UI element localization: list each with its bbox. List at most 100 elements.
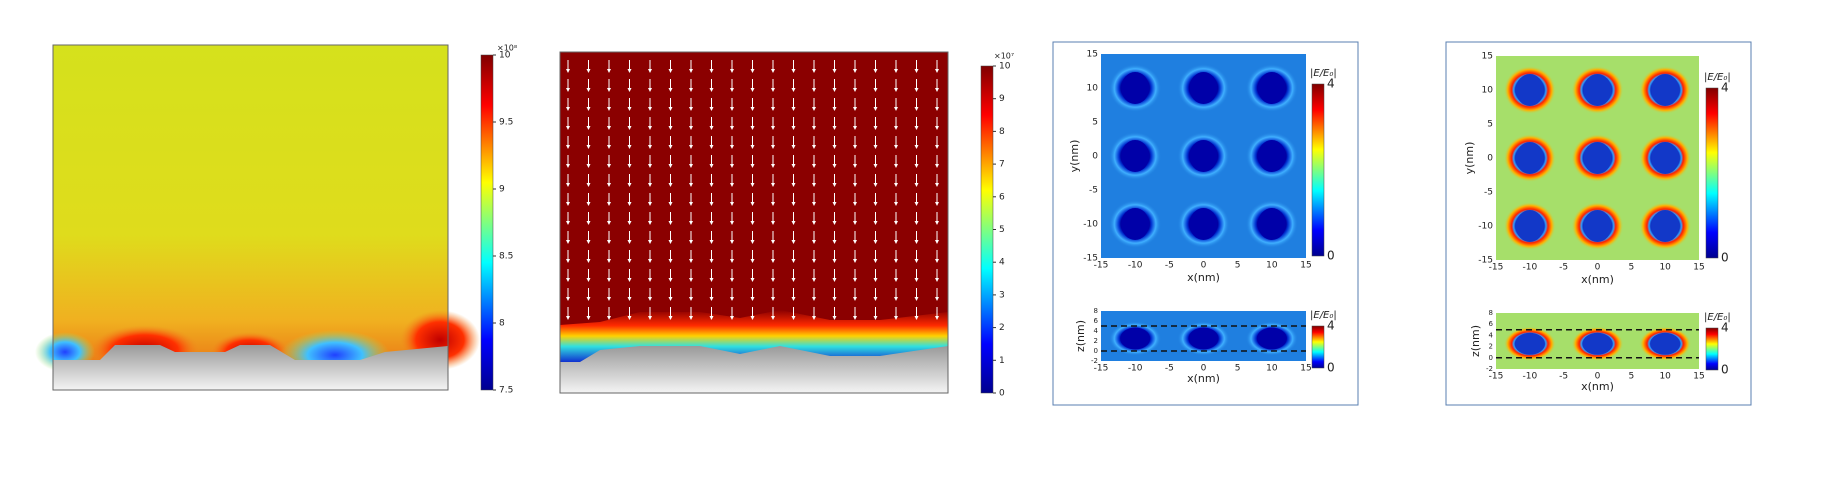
arrow-head (832, 183, 837, 187)
field-arrows (566, 60, 939, 320)
arrow-head (935, 164, 939, 168)
particle (1120, 327, 1151, 350)
arrow-head (935, 69, 939, 73)
arrow-head (750, 297, 755, 301)
arrow-head (648, 259, 652, 263)
arrow-head (709, 164, 714, 168)
arrow-head (648, 164, 652, 168)
arrow-head (750, 145, 755, 149)
arrow-head (791, 183, 796, 187)
arrow-head (750, 107, 755, 111)
y-axis-label: y(nm) (1068, 140, 1081, 173)
arrow-head (689, 145, 693, 149)
arrow-head (853, 240, 857, 244)
colorbar-tick-label: 8 (999, 127, 1005, 137)
arrow-head (668, 202, 673, 206)
arrow-head (812, 126, 816, 130)
arrow-head (914, 107, 919, 111)
y-tick-label: 0 (1092, 152, 1098, 162)
arrow-head (873, 240, 878, 244)
arrow-head (668, 126, 673, 130)
arrow-head (935, 316, 939, 320)
arrow-head (668, 240, 673, 244)
colorbar (1705, 327, 1719, 371)
arrow-head (607, 240, 611, 244)
arrow-head (648, 240, 652, 244)
arrow-head (709, 145, 714, 149)
arrow-head (771, 221, 775, 225)
arrow-head (873, 259, 878, 263)
y-tick-label: 5 (1487, 120, 1493, 130)
arrow-head (689, 126, 693, 130)
arrow-head (627, 278, 632, 282)
arrow-head (627, 297, 632, 301)
arrow-head (709, 316, 714, 320)
particle (1582, 332, 1613, 355)
arrow-head (935, 183, 939, 187)
arrow-head (730, 145, 734, 149)
colorbar-exponent: ×10⁸ (497, 44, 517, 53)
arrow-head (771, 88, 775, 92)
arrow-head (689, 183, 693, 187)
arrow-head (935, 259, 939, 263)
y-tick-label: 10 (1482, 86, 1494, 96)
arrow-head (730, 88, 734, 92)
y-axis-label: z(nm) (1074, 320, 1087, 352)
particle (1121, 72, 1150, 104)
arrow-head (873, 221, 878, 225)
arrow-head (648, 88, 652, 92)
arrow-head (566, 316, 570, 320)
arrow-head (935, 145, 939, 149)
arrow-head (914, 202, 919, 206)
y-tick-label: -15 (1478, 256, 1493, 266)
colorbar-tick-label: 2 (999, 323, 1005, 333)
arrow-head (709, 221, 714, 225)
y-tick-label: -2 (1091, 357, 1098, 365)
arrow-head (607, 107, 611, 111)
arrow-head (853, 297, 857, 301)
arrow-head (668, 183, 673, 187)
arrow-head (709, 126, 714, 130)
arrow-head (648, 316, 652, 320)
arrow-head (750, 164, 755, 168)
arrow-head (668, 316, 673, 320)
arrow-head (709, 278, 714, 282)
arrow-head (730, 316, 734, 320)
x-tick-label: 5 (1628, 263, 1634, 273)
arrow-head (812, 69, 816, 73)
particle (1189, 72, 1218, 104)
arrow-head (832, 145, 837, 149)
x-tick-label: 15 (1300, 261, 1311, 271)
arrow-head (873, 164, 878, 168)
y-tick-label: 10 (1087, 84, 1099, 94)
arrow-head (750, 316, 755, 320)
arrow-head (566, 145, 570, 149)
arrow-head (873, 88, 878, 92)
arrow-head (627, 69, 632, 73)
arrow-head (894, 297, 898, 301)
arrow-head (648, 107, 652, 111)
arrow-head (812, 259, 816, 263)
arrow-head (873, 297, 878, 301)
arrow-head (791, 164, 796, 168)
arrow-head (627, 183, 632, 187)
arrow-head (627, 107, 632, 111)
y-tick-label: 4 (1489, 331, 1494, 339)
x-tick-label: -15 (1489, 263, 1504, 273)
arrow-head (689, 221, 693, 225)
arrow-head (668, 259, 673, 263)
colorbar-label: |E/E₀| (1704, 312, 1731, 323)
x-tick-label: 15 (1300, 364, 1311, 374)
arrow-head (750, 126, 755, 130)
colorbar-tick-label: 7.5 (499, 386, 513, 396)
arrow-head (935, 297, 939, 301)
arrow-head (914, 88, 919, 92)
arrow-head (689, 88, 693, 92)
arrow-head (730, 240, 734, 244)
arrow-head (914, 69, 919, 73)
x-tick-label: -15 (1094, 261, 1109, 271)
arrow-head (771, 316, 775, 320)
arrow-head (894, 145, 898, 149)
arrow-head (832, 202, 837, 206)
particle (1515, 210, 1544, 242)
